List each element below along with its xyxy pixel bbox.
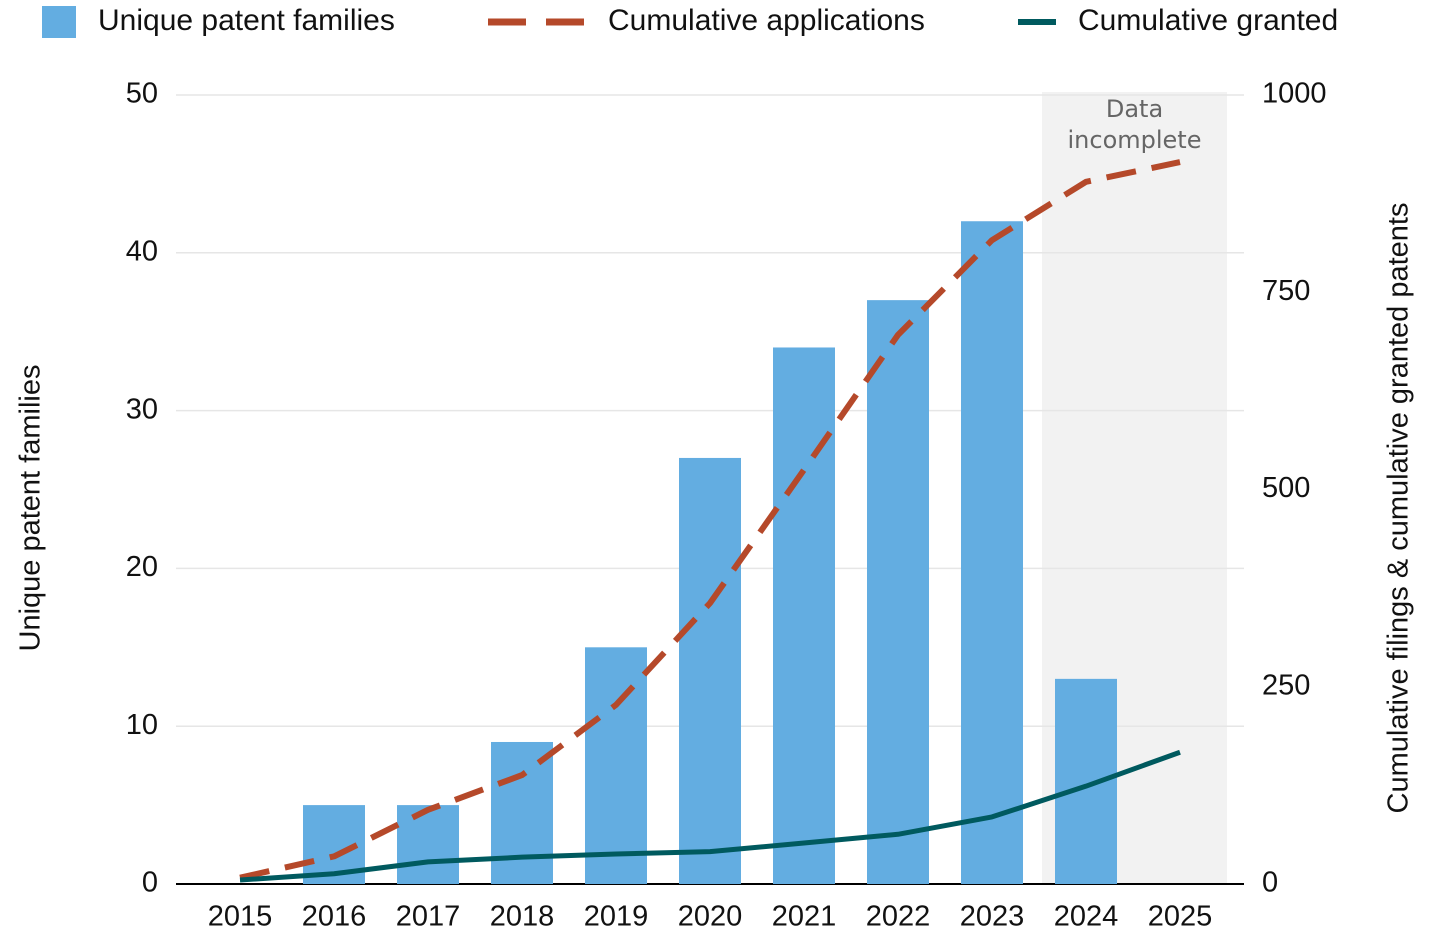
- x-tick-label: 2024: [1054, 901, 1119, 933]
- annotation: incomplete: [1068, 126, 1202, 154]
- x-tick-label: 2021: [772, 901, 837, 933]
- bar: [585, 647, 647, 884]
- y-tick-label: 50: [126, 78, 158, 110]
- y-tick-label: 20: [126, 551, 158, 583]
- bar: [397, 805, 459, 884]
- bar: [773, 347, 835, 885]
- x-tick-label: 2025: [1148, 901, 1213, 933]
- y2-tick-label: 500: [1262, 472, 1310, 504]
- y-tick-label: 30: [126, 393, 158, 425]
- y2-tick-label: 1000: [1262, 78, 1327, 110]
- y2-tick-label: 0: [1262, 867, 1278, 899]
- x-tick-label: 2019: [584, 901, 649, 933]
- y2-axis-title: Cumulative filings & cumulative granted …: [1383, 203, 1415, 814]
- legend-swatch: [42, 6, 76, 38]
- x-tick-label: 2015: [208, 901, 273, 933]
- y-tick-label: 40: [126, 235, 158, 267]
- bar: [867, 300, 929, 884]
- bar: [961, 221, 1023, 885]
- x-tick-label: 2020: [678, 901, 743, 933]
- x-tick-label: 2018: [490, 901, 555, 933]
- y2-tick-label: 250: [1262, 669, 1310, 701]
- legend-label: Cumulative applications: [608, 4, 925, 37]
- legend-label: Unique patent families: [98, 4, 395, 37]
- y-tick-label: 0: [142, 867, 158, 899]
- y2-tick-label: 750: [1262, 275, 1310, 307]
- x-tick-label: 2017: [396, 901, 461, 933]
- x-tick-label: 2023: [960, 901, 1025, 933]
- bar: [1055, 678, 1117, 884]
- line-series: [239, 159, 1181, 881]
- annotation: Data: [1106, 95, 1163, 123]
- bar: [679, 457, 741, 884]
- x-tick-label: 2022: [866, 901, 931, 933]
- y-axis-title: Unique patent families: [15, 365, 47, 652]
- legend-label: Cumulative granted: [1078, 4, 1338, 37]
- bar: [491, 741, 553, 884]
- line-series: [239, 749, 1181, 883]
- y-tick-label: 10: [126, 709, 158, 741]
- x-tick-label: 2016: [302, 901, 367, 933]
